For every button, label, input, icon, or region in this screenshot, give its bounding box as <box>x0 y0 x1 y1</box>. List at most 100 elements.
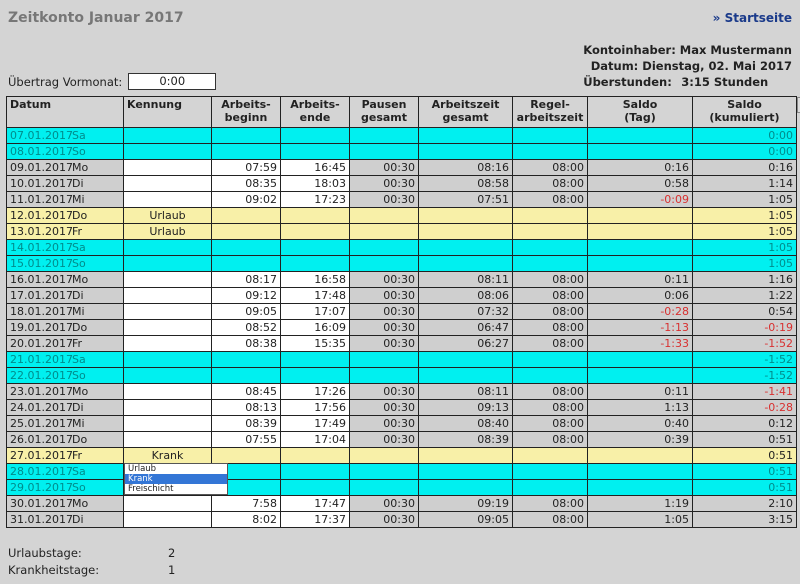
end-time-cell[interactable]: 18:03 <box>280 175 350 192</box>
weekday: Mo <box>72 385 89 398</box>
dropdown-option[interactable]: Urlaub <box>128 464 157 474</box>
regular-time-cell: 08:00 <box>512 287 588 304</box>
kennung-cell[interactable] <box>123 143 212 160</box>
start-time-cell[interactable] <box>211 255 281 272</box>
end-time-cell[interactable] <box>280 367 350 384</box>
start-time-cell[interactable] <box>211 239 281 256</box>
column-header: Pausen gesamt <box>349 96 419 128</box>
kennung-cell[interactable] <box>123 127 212 144</box>
start-time-cell[interactable]: 09:02 <box>211 191 281 208</box>
end-time-cell[interactable]: 17:26 <box>280 383 350 400</box>
break-total-cell: 00:30 <box>349 287 419 304</box>
home-link[interactable]: » Startseite <box>712 11 792 25</box>
start-time-cell[interactable]: 8:02 <box>211 511 281 528</box>
work-total-cell <box>418 239 513 256</box>
end-time-cell[interactable] <box>280 351 350 368</box>
end-time-cell[interactable] <box>280 447 350 464</box>
kennung-cell[interactable] <box>123 239 212 256</box>
kennung-cell[interactable]: Urlaub <box>123 223 212 240</box>
kennung-cell[interactable]: Krank ▼ <box>123 96 800 464</box>
date-cell: 23.01.2017Mo <box>6 383 124 400</box>
start-time-cell[interactable]: 09:05 <box>211 303 281 320</box>
kennung-cell[interactable]: Urlaub <box>123 207 212 224</box>
end-time-cell[interactable]: 17:47 <box>280 495 350 512</box>
dropdown-option[interactable]: Krank <box>125 474 227 484</box>
regular-time-cell <box>512 143 588 160</box>
break-total-cell: 00:30 <box>349 159 419 176</box>
weekday: Mo <box>72 161 89 174</box>
kennung-cell[interactable] <box>123 511 212 528</box>
start-time-cell[interactable]: 08:13 <box>211 399 281 416</box>
end-time-cell[interactable]: 17:37 <box>280 511 350 528</box>
kennung-cell[interactable] <box>123 319 212 336</box>
start-time-cell[interactable] <box>211 447 281 464</box>
end-time-cell[interactable]: 17:07 <box>280 303 350 320</box>
end-time-cell[interactable]: 17:04 <box>280 431 350 448</box>
kennung-cell[interactable] <box>123 431 212 448</box>
kennung-cell[interactable] <box>123 415 212 432</box>
kennung-cell[interactable] <box>123 159 212 176</box>
start-time-cell[interactable] <box>211 367 281 384</box>
kennung-cell[interactable] <box>123 383 212 400</box>
start-time-cell[interactable]: 09:12 <box>211 287 281 304</box>
start-time-cell[interactable] <box>211 223 281 240</box>
end-time-cell[interactable] <box>280 239 350 256</box>
table-row: 24.01.2017Di 08:13 17:56 00:30 09:13 08:00 1:1… <box>6 399 797 416</box>
end-time-cell[interactable]: 16:58 <box>280 271 350 288</box>
date: 27.01.2017 <box>10 449 73 462</box>
kennung-cell[interactable] <box>123 335 212 352</box>
end-time-cell[interactable]: 17:23 <box>280 191 350 208</box>
sick-days-value: 1 <box>168 563 176 577</box>
end-time-cell[interactable] <box>280 207 350 224</box>
regular-time-cell <box>512 367 588 384</box>
start-time-cell[interactable] <box>211 127 281 144</box>
kennung-cell[interactable] <box>123 271 212 288</box>
kennung-cell[interactable] <box>123 287 212 304</box>
end-time-cell[interactable] <box>280 127 350 144</box>
start-time-cell[interactable]: 7:58 <box>211 495 281 512</box>
start-time-cell[interactable]: 08:45 <box>211 383 281 400</box>
start-time-cell[interactable]: 07:59 <box>211 159 281 176</box>
kennung-cell[interactable] <box>123 255 212 272</box>
date-cell: 08.01.2017So <box>6 143 124 160</box>
balance-cumulative-cell: 1:05 <box>692 207 797 224</box>
kennung-cell[interactable] <box>123 367 212 384</box>
carry-over-input[interactable]: 0:00 <box>128 73 217 90</box>
kennung-select[interactable]: Krank <box>152 449 184 462</box>
start-time-cell[interactable]: 08:38 <box>211 335 281 352</box>
kennung-cell[interactable] <box>123 191 212 208</box>
end-time-cell[interactable]: 17:49 <box>280 415 350 432</box>
kennung-cell[interactable] <box>123 303 212 320</box>
date: 08.01.2017 <box>10 145 73 158</box>
regular-time-cell <box>512 207 588 224</box>
start-time-cell[interactable]: 08:52 <box>211 319 281 336</box>
end-time-cell[interactable] <box>280 143 350 160</box>
start-time-cell[interactable] <box>211 479 281 496</box>
end-time-cell[interactable]: 16:09 <box>280 319 350 336</box>
date: 16.01.2017 <box>10 273 73 286</box>
start-time-cell[interactable]: 08:17 <box>211 271 281 288</box>
end-time-cell[interactable] <box>280 255 350 272</box>
start-time-cell[interactable] <box>211 143 281 160</box>
start-time-cell[interactable]: 07:55 <box>211 431 281 448</box>
end-time-cell[interactable]: 17:48 <box>280 287 350 304</box>
end-time-cell[interactable] <box>280 463 350 480</box>
start-time-cell[interactable] <box>211 351 281 368</box>
chevron-down-icon[interactable]: ▼ <box>796 96 800 113</box>
end-time-cell[interactable] <box>280 479 350 496</box>
start-time-cell[interactable]: 08:39 <box>211 415 281 432</box>
end-time-cell[interactable] <box>280 223 350 240</box>
kennung-cell[interactable] <box>123 351 212 368</box>
kennung-cell[interactable] <box>123 175 212 192</box>
kennung-cell[interactable] <box>123 495 212 512</box>
column-header: Saldo (Tag) <box>587 96 693 128</box>
start-time-cell[interactable] <box>211 207 281 224</box>
start-time-cell[interactable]: 08:35 <box>211 175 281 192</box>
kennung-cell[interactable] <box>123 399 212 416</box>
end-time-cell[interactable]: 15:35 <box>280 335 350 352</box>
end-time-cell[interactable]: 16:45 <box>280 159 350 176</box>
end-time-cell[interactable]: 17:56 <box>280 399 350 416</box>
balance-day-cell <box>587 207 693 224</box>
dropdown-option[interactable]: Freischicht <box>128 484 174 494</box>
kennung-dropdown-list[interactable]: Urlaub Krank Freischicht <box>124 463 228 495</box>
